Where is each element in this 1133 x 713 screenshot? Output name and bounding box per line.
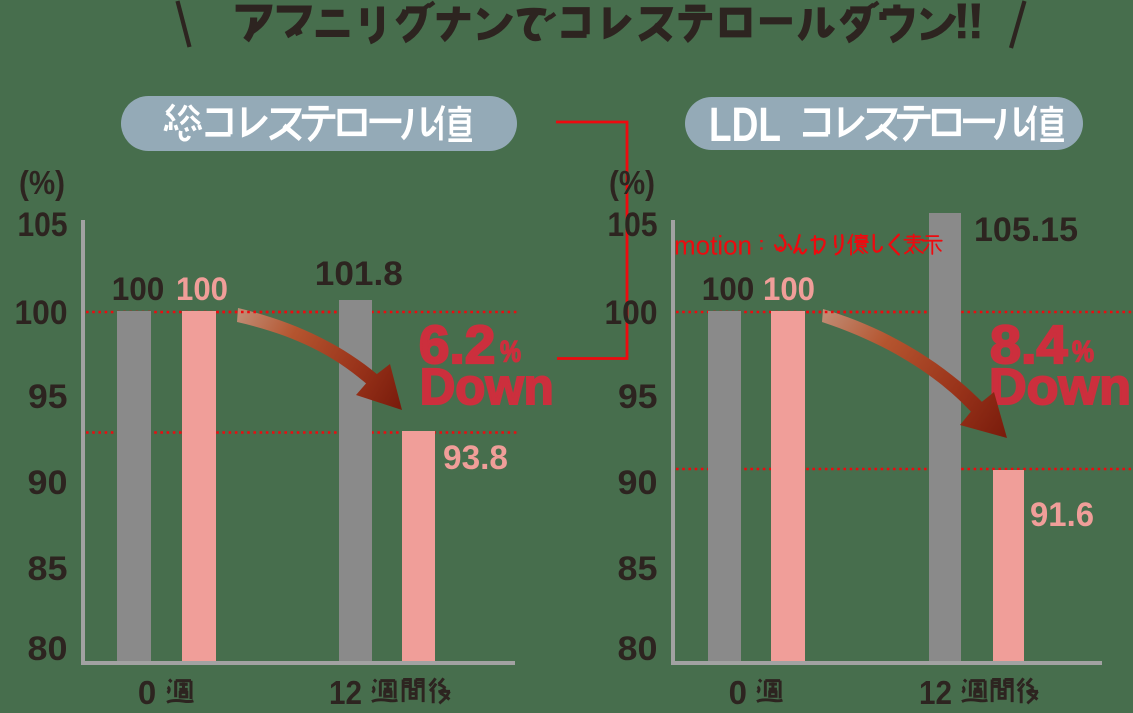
svg-text:80: 80 <box>618 630 658 668</box>
svg-text:(%): (%) <box>19 164 65 201</box>
svg-text:105: 105 <box>608 206 658 244</box>
svg-text:91.6: 91.6 <box>1030 496 1094 534</box>
svg-text:Down: Down <box>989 358 1131 415</box>
svg-text:LDL: LDL <box>709 99 781 152</box>
svg-text:100: 100 <box>702 271 755 307</box>
svg-text:101.8: 101.8 <box>315 255 403 293</box>
svg-text:Down: Down <box>420 358 554 415</box>
svg-text:93.8: 93.8 <box>443 439 508 477</box>
svg-text:8.4: 8.4 <box>990 315 1068 375</box>
svg-text:(%): (%) <box>609 164 655 201</box>
svg-text:105: 105 <box>18 206 68 244</box>
svg-text:80: 80 <box>28 630 68 668</box>
svg-text:12: 12 <box>919 674 952 711</box>
svg-text:12: 12 <box>329 674 362 711</box>
svg-text:95: 95 <box>618 378 658 416</box>
svg-text:100: 100 <box>15 294 68 332</box>
svg-text:100: 100 <box>112 271 165 307</box>
svg-text:85: 85 <box>28 550 68 588</box>
svg-text:90: 90 <box>28 464 68 502</box>
svg-text:100: 100 <box>176 271 228 307</box>
svg-text:6.2: 6.2 <box>419 315 496 375</box>
svg-text:100: 100 <box>605 294 658 332</box>
svg-text:95: 95 <box>28 378 68 416</box>
svg-text:105.15: 105.15 <box>974 211 1078 249</box>
svg-text:85: 85 <box>618 550 658 588</box>
svg-text:%: % <box>500 336 521 369</box>
svg-text:90: 90 <box>618 464 658 502</box>
svg-text:100: 100 <box>763 271 815 307</box>
svg-text:motion: motion <box>674 231 752 261</box>
svg-text:%: % <box>1072 336 1094 369</box>
svg-text:0: 0 <box>729 674 747 711</box>
svg-text:0: 0 <box>138 674 156 711</box>
